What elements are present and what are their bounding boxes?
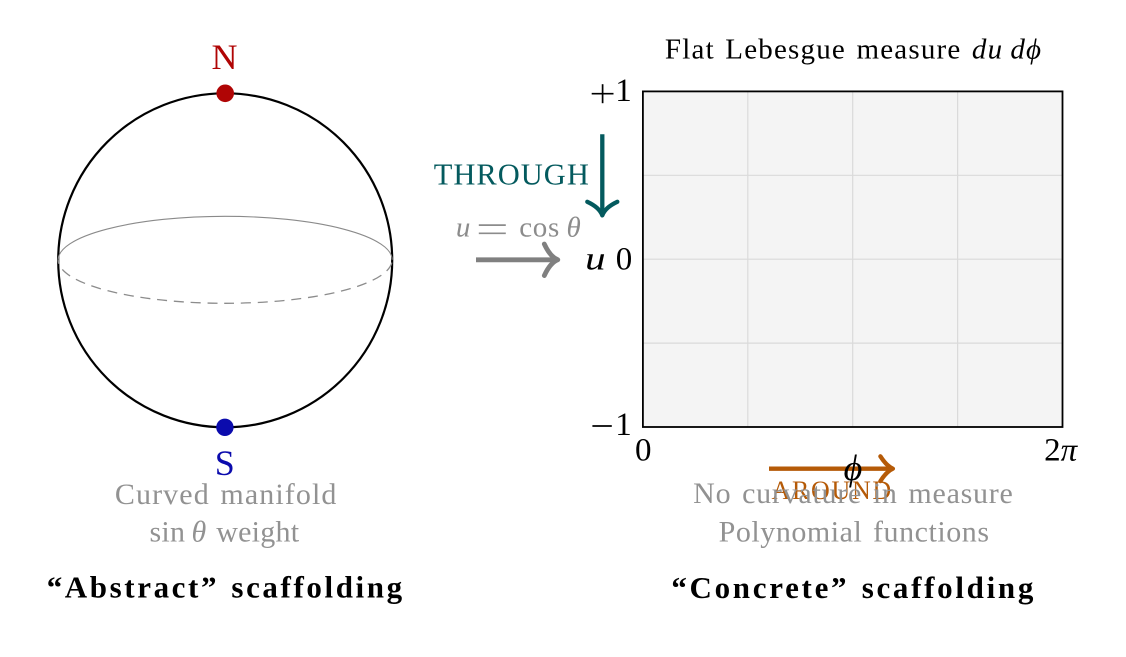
svg-text:“Concrete” scaffolding: “Concrete” scaffolding: [671, 570, 1036, 605]
svg-text:u: u: [585, 241, 606, 277]
svg-text:1: 1: [615, 73, 632, 109]
svg-text:No curvature in measure: No curvature in measure: [693, 477, 1013, 510]
svg-text:Flat Lebesgue measure du dϕ: Flat Lebesgue measure du dϕ: [665, 33, 1042, 65]
svg-text:Polynomial functions: Polynomial functions: [719, 516, 990, 549]
svg-text:1: 1: [615, 407, 632, 443]
svg-text:THROUGH: THROUGH: [434, 158, 590, 192]
svg-text:“Abstract” scaffolding: “Abstract” scaffolding: [47, 570, 405, 605]
svg-text:N: N: [212, 37, 238, 77]
svg-text:2π: 2π: [1044, 432, 1079, 468]
svg-text:ϕ: ϕ: [844, 448, 863, 488]
svg-text:0: 0: [616, 241, 633, 277]
svg-text:cos θ: cos θ: [519, 212, 581, 244]
svg-text:sin θ weight: sin θ weight: [149, 516, 299, 549]
svg-text:AROUND: AROUND: [771, 476, 892, 505]
svg-text:u: u: [456, 212, 471, 244]
svg-text:0: 0: [635, 432, 652, 468]
svg-text:S: S: [215, 443, 235, 483]
svg-text:Curved manifold: Curved manifold: [115, 478, 338, 511]
